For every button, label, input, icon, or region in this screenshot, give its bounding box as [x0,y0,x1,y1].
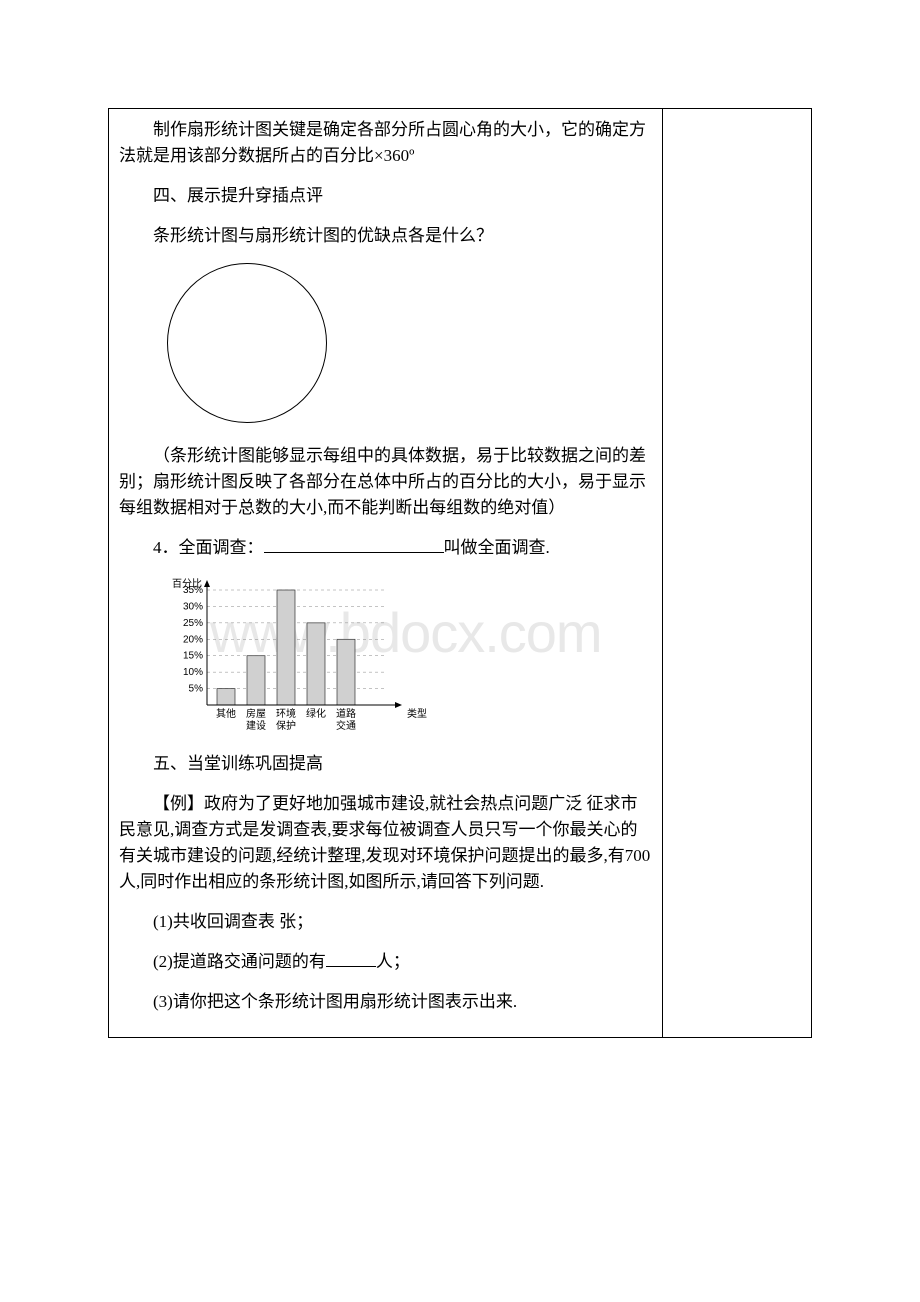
para-chart-comparison: （条形统计图能够显示每组中的具体数据，易于比较数据之间的差别；扇形统计图反映了各… [119,443,652,521]
svg-text:其他: 其他 [216,707,236,720]
para-pie-method: 制作扇形统计图关键是确定各部分所占圆心角的大小，它的确定方法就是用该部分数据所占… [119,117,652,169]
svg-text:绿化: 绿化 [306,707,326,720]
blank-fill-1 [264,535,444,553]
para-question-charts: 条形统计图与扇形统计图的优缺点各是什么？ [119,223,652,249]
svg-text:道路: 道路 [336,707,356,720]
bar-chart: 5%10%15%20%25%30%35%百分比其他房屋建设环境保护绿化道路交通类… [157,575,447,735]
svg-text:10%: 10% [183,667,203,678]
svg-text:建设: 建设 [246,719,266,732]
svg-text:保护: 保护 [276,719,296,732]
question-3: (3)请你把这个条形统计图用扇形统计图表示出来. [119,989,652,1015]
question-1: (1)共收回调查表 张； [119,909,652,935]
full-survey-suffix: 叫做全面调查. [444,538,550,557]
svg-text:25%: 25% [183,618,203,629]
svg-text:房屋: 房屋 [246,707,266,720]
note-cell [663,109,812,1038]
full-survey-prefix: 4．全面调查： [153,538,264,557]
pie-chart-placeholder [167,263,327,423]
svg-text:5%: 5% [189,684,204,695]
para-example: 【例】政府为了更好地加强城市建设,就社会热点问题广泛 征求市民意见,调查方式是发… [119,791,652,895]
bar-chart-svg: 5%10%15%20%25%30%35%百分比其他房屋建设环境保护绿化道路交通类… [157,575,447,735]
page-container: 制作扇形统计图关键是确定各部分所占圆心角的大小，它的确定方法就是用该部分数据所占… [108,108,812,1038]
svg-text:环境: 环境 [276,707,296,720]
q2-suffix: 人； [376,952,410,971]
question-2: (2)提道路交通问题的有 人； [119,949,652,975]
svg-text:20%: 20% [183,634,203,645]
section-5-heading: 五、当堂训练巩固提高 [119,751,652,777]
svg-text:类型: 类型 [407,707,427,720]
q2-prefix: (2)提道路交通问题的有 [153,952,326,971]
svg-text:15%: 15% [183,651,203,662]
svg-text:30%: 30% [183,601,203,612]
para-full-survey: 4．全面调查： 叫做全面调查. [119,535,652,561]
svg-text:百分比: 百分比 [172,578,202,590]
content-table: 制作扇形统计图关键是确定各部分所占圆心角的大小，它的确定方法就是用该部分数据所占… [108,108,812,1038]
section-4-heading: 四、展示提升穿插点评 [119,183,652,209]
blank-fill-2 [326,949,376,967]
svg-text:交通: 交通 [336,719,356,732]
content-cell: 制作扇形统计图关键是确定各部分所占圆心角的大小，它的确定方法就是用该部分数据所占… [109,109,663,1038]
